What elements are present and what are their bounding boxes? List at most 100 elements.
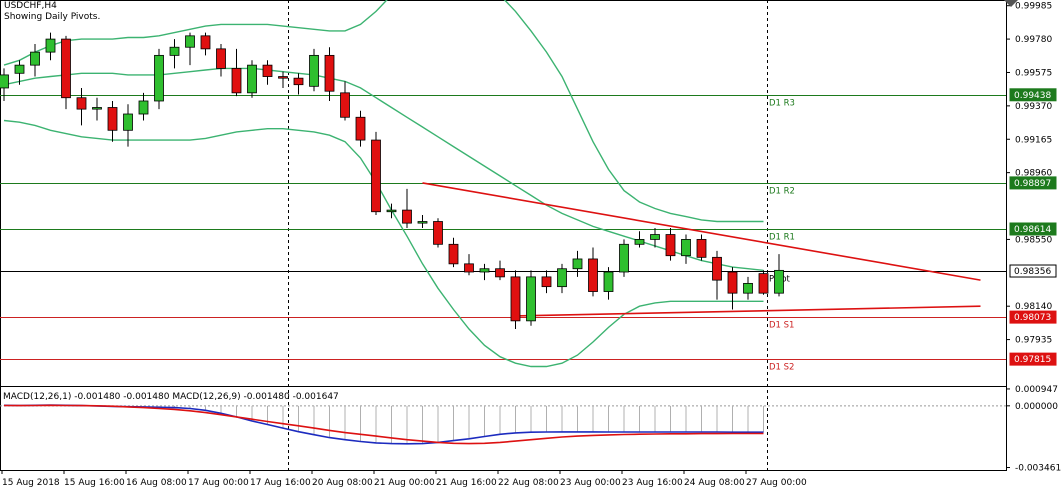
x-tick-label: 23 Aug 00:00 bbox=[560, 478, 621, 488]
candle-body bbox=[448, 243, 459, 265]
candle-body bbox=[650, 234, 660, 240]
candle-body bbox=[123, 113, 133, 131]
x-tick-label: 16 Aug 08:00 bbox=[126, 478, 187, 488]
macd-tick-label: 0.000947 bbox=[1015, 385, 1058, 395]
candle-body bbox=[758, 273, 769, 294]
candle-body bbox=[61, 38, 71, 99]
x-tick-label: 23 Aug 16:00 bbox=[622, 478, 683, 488]
price-level-tag bbox=[1009, 264, 1057, 278]
candle-body bbox=[324, 54, 335, 92]
candle-body bbox=[340, 92, 350, 118]
y-tick-label: 0.98140 bbox=[1015, 302, 1052, 312]
candle-body bbox=[417, 221, 428, 224]
candle-body bbox=[231, 68, 242, 94]
candle-body bbox=[278, 76, 288, 79]
candle-body bbox=[727, 271, 738, 294]
macd-tick-label: 0.000000 bbox=[1015, 402, 1058, 412]
candle-body bbox=[262, 64, 273, 77]
candle-body bbox=[0, 74, 9, 89]
candle-body bbox=[526, 276, 536, 322]
y-tick-label: 0.99370 bbox=[1015, 102, 1052, 112]
candle-body bbox=[696, 239, 707, 258]
macd-main-line bbox=[3, 404, 764, 445]
y-tick-label: 0.98960 bbox=[1015, 169, 1052, 179]
candle-body bbox=[495, 268, 505, 278]
candle-body bbox=[665, 234, 676, 257]
candle-body bbox=[572, 258, 583, 270]
bollinger-band-upper bbox=[3, 0, 764, 223]
x-tick-label: 20 Aug 08:00 bbox=[312, 478, 373, 488]
trendline[interactable] bbox=[422, 182, 981, 281]
macd-signal-line bbox=[3, 404, 764, 445]
candle-body bbox=[603, 271, 614, 292]
candle-body bbox=[557, 268, 567, 288]
pivot-label: D1 S2 bbox=[769, 363, 794, 373]
price-level-label: 0.99438 bbox=[1014, 91, 1051, 101]
y-tick-label: 0.99575 bbox=[1015, 68, 1052, 78]
y-tick-label: 0.99985 bbox=[1015, 2, 1052, 12]
candle-body bbox=[200, 35, 211, 50]
candle-body bbox=[464, 263, 474, 273]
x-tick-label: 17 Aug 00:00 bbox=[188, 478, 249, 488]
candle-body bbox=[510, 276, 521, 322]
x-tick-label: 27 Aug 00:00 bbox=[746, 478, 807, 488]
macd-tick-label: -0.003461 bbox=[1015, 464, 1061, 474]
price-level-tag bbox=[1009, 310, 1057, 324]
candle-body bbox=[634, 239, 645, 245]
candle-body bbox=[386, 209, 397, 213]
candle-body bbox=[774, 269, 784, 294]
y-tick-label: 0.98550 bbox=[1015, 235, 1052, 245]
plot-frame bbox=[0, 0, 1007, 471]
y-tick-label: 0.97935 bbox=[1015, 336, 1052, 346]
candle-body bbox=[45, 38, 56, 53]
candle-body bbox=[76, 97, 87, 110]
price-level-label: 0.98356 bbox=[1014, 267, 1051, 277]
x-tick-label: 15 Aug 2018 bbox=[2, 478, 60, 488]
candle-body bbox=[619, 243, 629, 273]
candle-body bbox=[541, 276, 552, 288]
candle-body bbox=[247, 64, 257, 94]
x-tick-label: 15 Aug 16:00 bbox=[64, 478, 125, 488]
candle-body bbox=[433, 221, 443, 245]
bollinger-band-lower bbox=[3, 119, 764, 368]
candle-body bbox=[479, 268, 490, 273]
chart-symbol-label: USDCHF,H4 bbox=[4, 1, 57, 11]
chart-indicator-label: Showing Daily Pivots. bbox=[4, 12, 101, 22]
candle-body bbox=[355, 116, 366, 141]
candle-body bbox=[107, 107, 118, 131]
candle-body bbox=[185, 35, 195, 48]
candle-body bbox=[92, 107, 102, 110]
candle-body bbox=[371, 139, 381, 213]
candle-body bbox=[169, 46, 180, 56]
candle-body bbox=[154, 54, 164, 102]
candle-body bbox=[30, 51, 40, 66]
y-tick-label: 0.99780 bbox=[1015, 35, 1052, 45]
candle-body bbox=[712, 256, 722, 281]
candle-body bbox=[216, 48, 226, 69]
price-level-tag bbox=[1009, 222, 1057, 236]
y-tick-label: 0.99165 bbox=[1015, 135, 1052, 145]
candle-body bbox=[681, 239, 691, 257]
price-level-label: 0.97815 bbox=[1014, 355, 1051, 365]
price-level-label: 0.98614 bbox=[1014, 225, 1051, 235]
candle-body bbox=[309, 54, 319, 87]
price-level-label: 0.98897 bbox=[1014, 179, 1051, 189]
candle-body bbox=[743, 282, 753, 294]
pivot-label: D1 R2 bbox=[769, 187, 795, 197]
x-tick-label: 22 Aug 08:00 bbox=[498, 478, 559, 488]
candle-body bbox=[588, 258, 598, 292]
x-tick-label: 24 Aug 08:00 bbox=[684, 478, 745, 488]
bollinger-band-middle bbox=[3, 67, 764, 272]
trendline[interactable] bbox=[515, 305, 981, 317]
candle-body bbox=[402, 209, 412, 224]
candle-body bbox=[14, 64, 25, 74]
pivot-label: D1 R3 bbox=[769, 99, 795, 109]
x-tick-label: 21 Aug 16:00 bbox=[436, 478, 497, 488]
candle-body bbox=[138, 100, 149, 115]
one-click-trading-icon[interactable] bbox=[1004, 0, 1018, 7]
x-tick-label: 21 Aug 00:00 bbox=[374, 478, 435, 488]
pivot-label: D1 S1 bbox=[769, 321, 794, 331]
macd-indicator-label: MACD(12,26,1) -0.001480 -0.001480 MACD(1… bbox=[3, 392, 339, 402]
price-level-label: 0.98073 bbox=[1014, 313, 1051, 323]
